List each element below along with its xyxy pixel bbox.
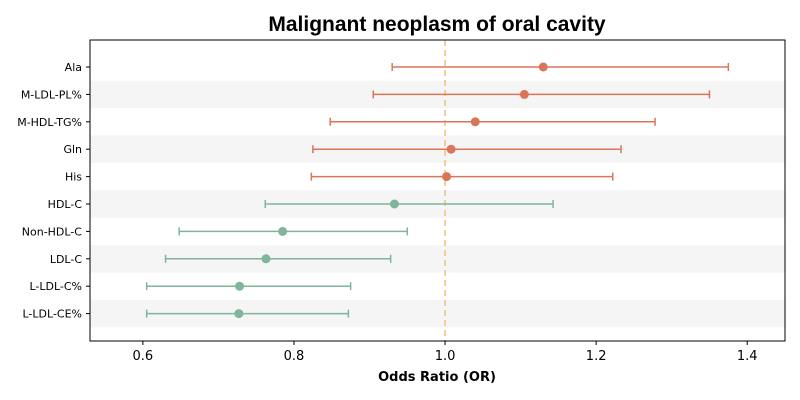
point-Ala [538, 62, 548, 72]
y-tick-label: L-LDL-C% [29, 280, 82, 293]
point-Non-HDL-C [278, 226, 288, 236]
x-tick-label: 1.4 [737, 349, 758, 364]
point-Gln [446, 144, 456, 154]
y-tick-label: Non-HDL-C [22, 225, 83, 238]
y-tick-label: L-LDL-CE% [23, 308, 83, 321]
plot-frame [89, 39, 786, 342]
point-L-LDL-CE% [234, 309, 244, 319]
point-HDL-C [389, 199, 399, 209]
x-tick-label: 0.6 [133, 349, 154, 364]
point-LDL-C [261, 254, 271, 264]
x-axis-label: Odds Ratio (OR) [378, 370, 496, 385]
y-axis-ticks: Ala M-LDL-PL% M-HDL-TG% Gln His HDL-C Non-HDL-… [17, 61, 90, 321]
point-L-LDL-C% [235, 281, 245, 291]
y-tick-label: M-HDL-TG% [17, 116, 82, 129]
chart-title: Malignant neoplasm of oral cavity [268, 13, 606, 36]
x-tick-label: 0.8 [284, 349, 305, 364]
y-tick-label: Ala [65, 61, 82, 74]
y-tick-label: HDL-C [48, 198, 83, 211]
y-tick-label: M-LDL-PL% [21, 88, 82, 101]
y-tick-label: His [65, 171, 82, 184]
x-tick-label: 1.2 [586, 349, 607, 364]
x-axis-ticks: 0.6 0.8 1.0 1.2 1.4 [133, 341, 758, 364]
point-M-HDL-TG% [470, 117, 480, 127]
point-M-LDL-PL% [519, 89, 529, 99]
y-tick-label: Gln [63, 143, 82, 156]
point-His [442, 172, 452, 182]
x-tick-label: 1.0 [435, 349, 456, 364]
y-tick-label: LDL-C [50, 253, 83, 266]
data-marks [145, 62, 730, 319]
